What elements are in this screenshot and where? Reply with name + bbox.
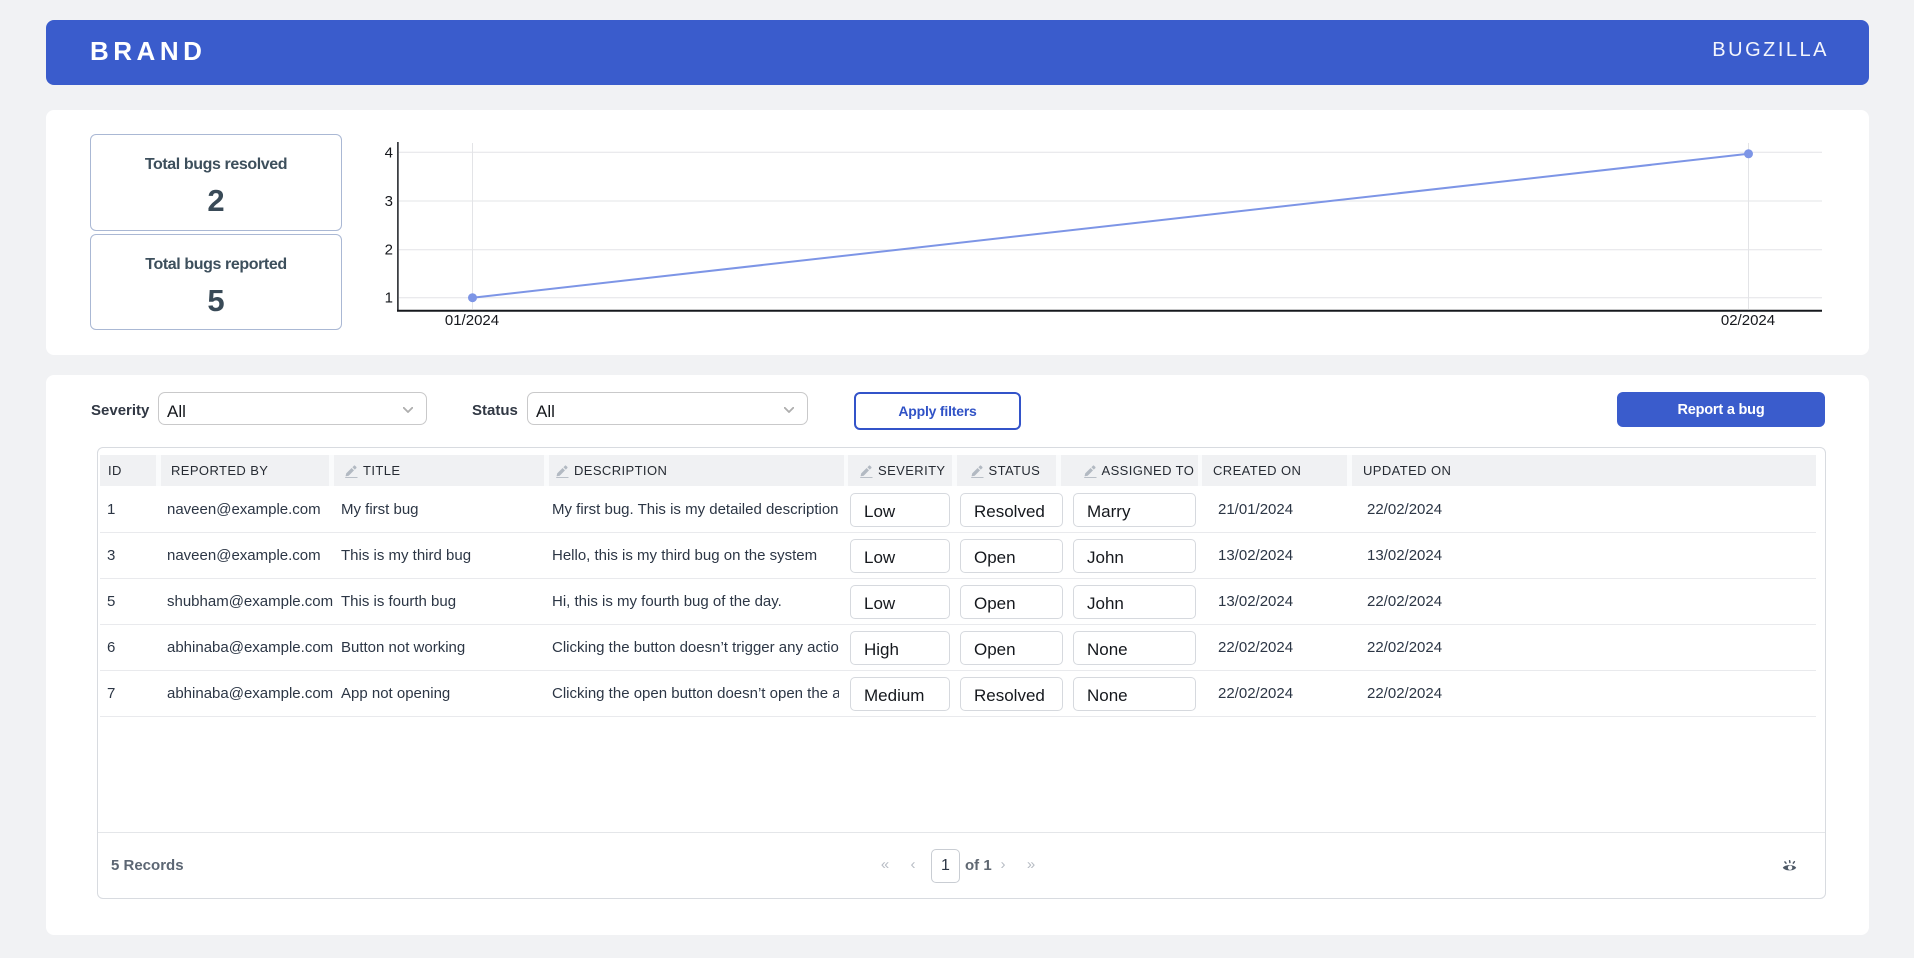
svg-text:2: 2 — [385, 242, 393, 259]
svg-text:01/2024: 01/2024 — [445, 312, 499, 329]
svg-text:3: 3 — [385, 193, 393, 210]
svg-text:4: 4 — [385, 145, 393, 162]
svg-text:02/2024: 02/2024 — [1721, 312, 1775, 329]
svg-text:1: 1 — [385, 290, 393, 307]
